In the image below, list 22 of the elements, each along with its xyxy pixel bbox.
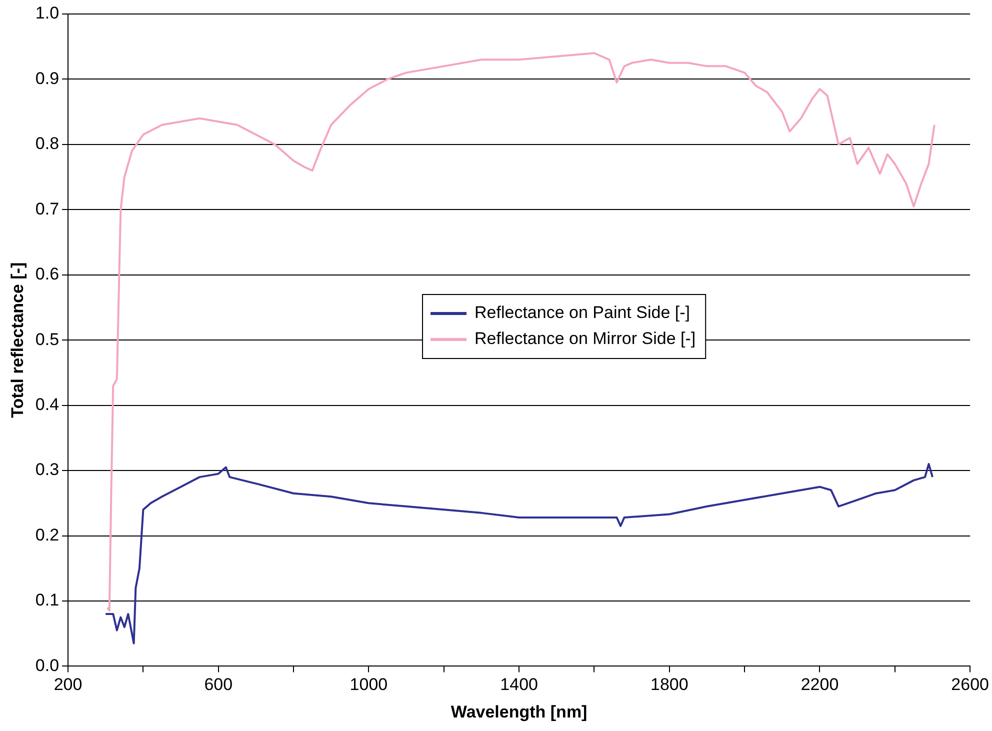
y-tick-label: 0.9 xyxy=(35,68,60,88)
y-tick-label: 0.8 xyxy=(35,134,60,154)
y-tick-label: 0.3 xyxy=(35,460,60,480)
y-tick-label: 0.2 xyxy=(35,525,60,544)
legend-label: Reflectance on Paint Side [-] xyxy=(474,303,690,322)
y-tick-label: 0.1 xyxy=(35,590,60,610)
y-tick-label: 0.5 xyxy=(35,330,60,349)
x-tick-label: 1000 xyxy=(350,675,388,694)
x-tick-label: 1800 xyxy=(650,675,688,694)
x-tick-label: 2200 xyxy=(800,675,839,694)
y-tick-label: 0.4 xyxy=(35,395,60,414)
x-axis-title: Wavelength [nm] xyxy=(450,702,588,722)
y-tick-label: 0.6 xyxy=(35,264,60,284)
x-tick-label: 600 xyxy=(204,675,233,694)
x-tick-label: 2600 xyxy=(951,675,990,694)
x-tick-label: 1400 xyxy=(500,675,538,694)
y-tick-label: 0.7 xyxy=(35,199,60,218)
x-tick-label: 200 xyxy=(54,675,82,694)
y-tick-label: 1.0 xyxy=(35,4,60,23)
y-axis-title: Total reflectance [-] xyxy=(8,262,27,418)
y-tick-label: 0.0 xyxy=(35,656,60,675)
legend-label: Reflectance on Mirror Side [-] xyxy=(474,329,696,348)
